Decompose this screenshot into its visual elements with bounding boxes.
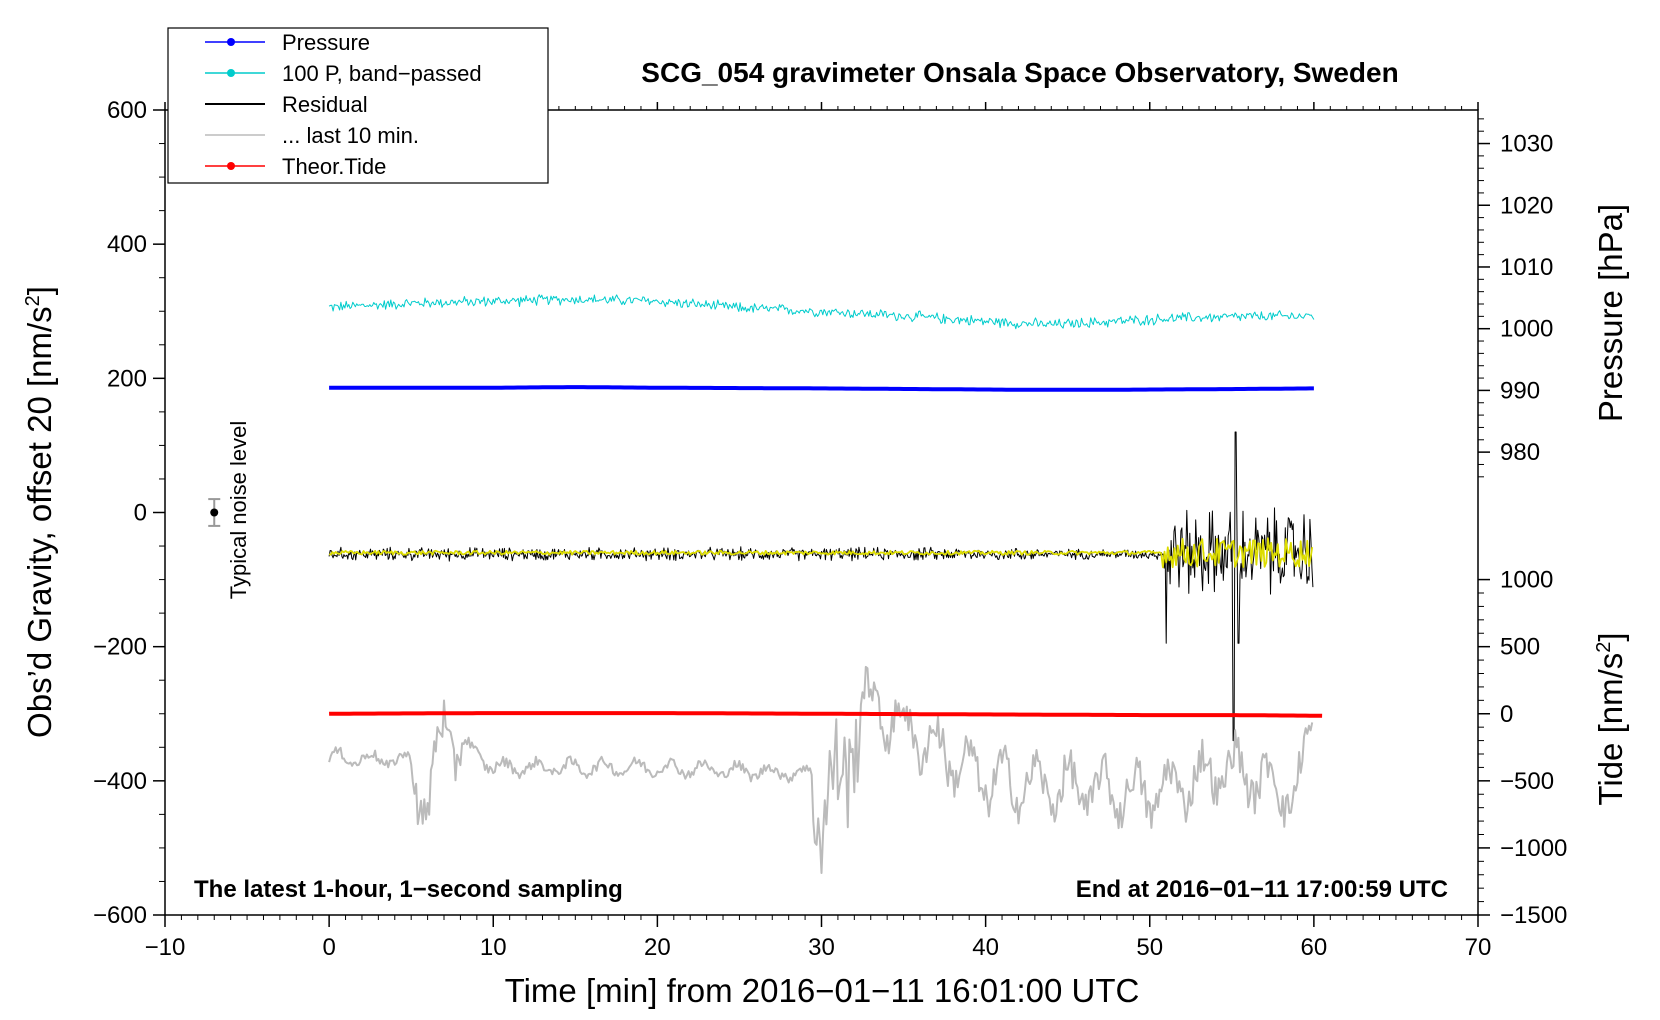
legend: Pressure 100 P, band−passed Residual ... la… [167,27,549,184]
annotation-sampling: The latest 1-hour, 1−second sampling [194,876,623,903]
x-tick-label: 70 [1465,934,1492,961]
series-line-theor-tide [329,711,1323,718]
y-axis-title-tide-text: Tide [nm/s [1592,653,1629,806]
y-axis-title-tide-close: ] [1592,632,1629,641]
x-axis-title: Time [min] from 2016−01−11 16:01:00 UTC [505,972,1140,1009]
pressure-tick-label: 1030 [1500,131,1553,158]
x-tick-label: −10 [145,934,186,961]
pressure-tick-label: 1000 [1500,316,1553,343]
noise-indicator [208,498,221,527]
tide-tick-label: 1000 [1500,567,1553,594]
tide-tick-label: 500 [1500,634,1540,661]
y-tick-label: 400 [107,231,147,258]
y-axis-title-left: Obs’d Gravity, offset 20 [nm/s2] [21,286,58,738]
axis-layer: −10 0 10 20 30 40 50 60 70−600−400−2000200400600… [93,97,1567,961]
series-line-pressure [329,385,1314,392]
series-layer [328,294,1323,874]
x-tick-label: 10 [480,934,507,961]
y-axis-title-tide-superscript: 2 [1593,642,1615,653]
legend-label-0: Pressure [282,30,370,55]
y-axis-title-left-superscript: 2 [22,295,44,306]
x-tick-label: 0 [322,934,335,961]
y-axis-title-left-close: ] [21,286,58,295]
x-tick-label: 60 [1301,934,1328,961]
tide-tick-label: −1000 [1500,835,1567,862]
series-line-residual-filtered [328,537,1314,569]
y-tick-label: 600 [107,97,147,124]
series-line--last-10-min [328,665,1314,874]
pressure-tick-label: 1010 [1500,254,1553,281]
x-tick-label: 30 [808,934,835,961]
x-tick-label: 50 [1136,934,1163,961]
y-tick-label: 0 [134,500,147,527]
legend-label-2: Residual [282,92,368,117]
legend-marker-1 [227,69,235,77]
tide-tick-label: −1500 [1500,902,1567,929]
legend-box [167,27,549,184]
y-axis-title-pressure: Pressure [hPa] [1592,204,1629,422]
noise-point [210,508,219,517]
y-tick-label: −600 [93,902,147,929]
y-tick-label: −400 [93,768,147,795]
legend-label-4: Theor.Tide [282,154,386,179]
y-axis-title-tide: Tide [nm/s2] [1592,632,1629,805]
legend-label-1: 100 P, band−passed [282,61,482,86]
tide-tick-label: −500 [1500,768,1554,795]
legend-entries: Pressure 100 P, band−passed Residual ... la… [205,30,482,179]
noise-level-label: Typical noise level [226,421,251,600]
y-tick-label: 200 [107,365,147,392]
y-tick-label: −200 [93,634,147,661]
chart-title: SCG_054 gravimeter Onsala Space Observat… [641,57,1398,88]
pressure-tick-label: 1020 [1500,192,1553,219]
tide-tick-label: 0 [1500,701,1513,728]
pressure-tick-label: 990 [1500,377,1540,404]
y-axis-title-left-text: Obs’d Gravity, offset 20 [nm/s [21,306,58,738]
x-tick-label: 20 [644,934,671,961]
series-line-residual [328,431,1314,742]
series-line-100-p-band-passed [328,294,1315,330]
pressure-tick-label: 980 [1500,439,1540,466]
legend-label-3: ... last 10 min. [282,123,419,148]
legend-marker-0 [227,38,235,46]
annotation-end-time: End at 2016−01−11 17:00:59 UTC [1076,876,1448,903]
x-tick-label: 40 [972,934,999,961]
legend-marker-4 [227,162,235,170]
